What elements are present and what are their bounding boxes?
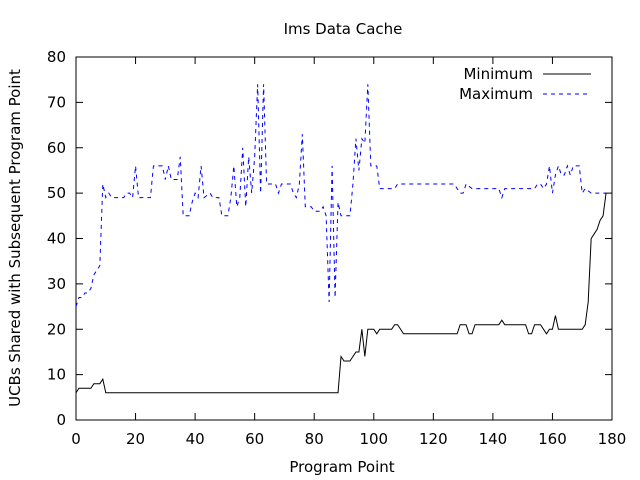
y-tick-label: 10 (47, 366, 66, 384)
series-line-maximum (75, 84, 607, 307)
chart-title: Ims Data Cache (284, 20, 403, 38)
x-axis-label: Program Point (289, 458, 394, 476)
y-tick-label: 20 (47, 320, 66, 338)
x-tick-label: 140 (479, 430, 508, 448)
x-tick-label: 80 (305, 430, 324, 448)
plot-frame (75, 56, 613, 421)
x-tick-label: 20 (126, 430, 145, 448)
x-axis: 0 20 40 60 80 100 120 140 160 180 (71, 57, 626, 448)
x-tick-label: 120 (419, 430, 448, 448)
x-tick-label: 160 (538, 430, 567, 448)
y-tick-label: 0 (56, 411, 66, 429)
y-tick-label: 80 (47, 48, 66, 66)
x-tick-label: 0 (71, 430, 81, 448)
y-axis-label: UCBs Shared with Subsequent Program Poin… (6, 69, 24, 407)
x-tick-label: 40 (186, 430, 205, 448)
y-tick-label: 50 (47, 184, 66, 202)
series-line-minimum (75, 193, 607, 394)
series-layer (75, 84, 607, 394)
y-tick-label: 30 (47, 275, 66, 293)
legend-label-minimum: Minimum (463, 65, 533, 83)
y-axis: 0 10 20 30 40 50 60 70 80 (47, 48, 612, 429)
y-tick-label: 70 (47, 93, 66, 111)
y-tick-label: 60 (47, 139, 66, 157)
x-tick-label: 100 (359, 430, 388, 448)
x-tick-label: 180 (598, 430, 627, 448)
x-tick-label: 60 (245, 430, 264, 448)
legend-label-maximum: Maximum (459, 85, 533, 103)
legend: Minimum Maximum (459, 65, 591, 103)
y-tick-label: 40 (47, 230, 66, 248)
